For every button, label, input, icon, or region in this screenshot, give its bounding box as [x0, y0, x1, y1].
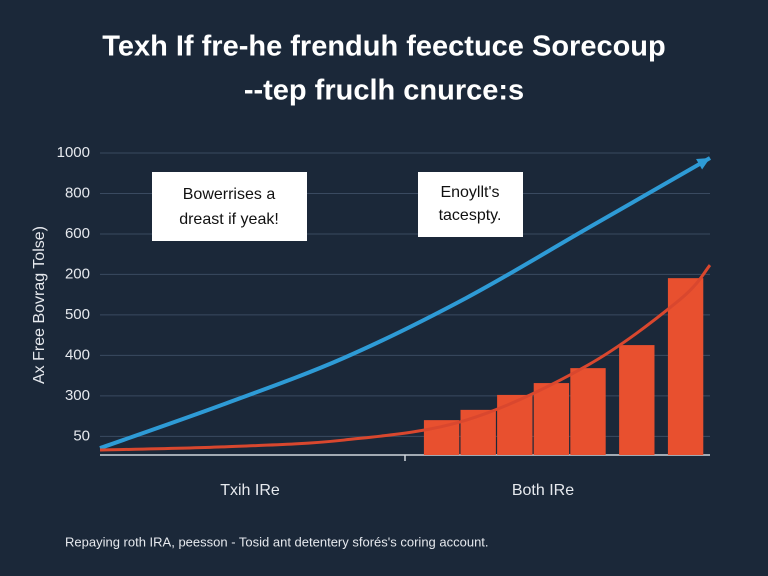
annotation-box [418, 172, 523, 237]
y-tick-label: 300 [65, 387, 90, 404]
annotation: dreast if yeak! [179, 211, 279, 228]
y-tick-label: 200 [65, 265, 90, 282]
x-label: Both IRe [512, 482, 574, 499]
plot: 1000 800 600 200 500 400 300 50 [57, 144, 712, 461]
bar [667, 278, 704, 455]
y-tick-label: 600 [65, 225, 90, 242]
chart-title: Texh If fre-he frenduh feectuce Sorecoup [102, 31, 665, 63]
x-label: Txih IRe [220, 482, 280, 499]
y-tick-label: 500 [65, 306, 90, 323]
line [99, 156, 711, 451]
y-axis-label: Ax Free Bovrag Tolse) [31, 226, 48, 384]
annotation: Bowerrises a [183, 186, 276, 203]
arrowhead [696, 157, 710, 170]
annotation-box [152, 172, 307, 241]
bar [533, 383, 570, 455]
bar [570, 368, 606, 455]
y-tick-label: 1000 [57, 144, 90, 161]
y-tick-label: 800 [65, 184, 90, 201]
line [99, 264, 712, 452]
bar [619, 345, 655, 455]
y-tick-label: 400 [65, 346, 90, 363]
bar [497, 394, 533, 455]
y-tick-label: 50 [73, 427, 90, 444]
chart-subtitle: --tep fruclh cnurce:s [244, 75, 524, 107]
footer: Repaying roth IRA, peesson - Tosid ant d… [65, 534, 489, 549]
annotation: tacespty. [439, 207, 502, 224]
annotation: Enoyllt's [440, 184, 499, 201]
